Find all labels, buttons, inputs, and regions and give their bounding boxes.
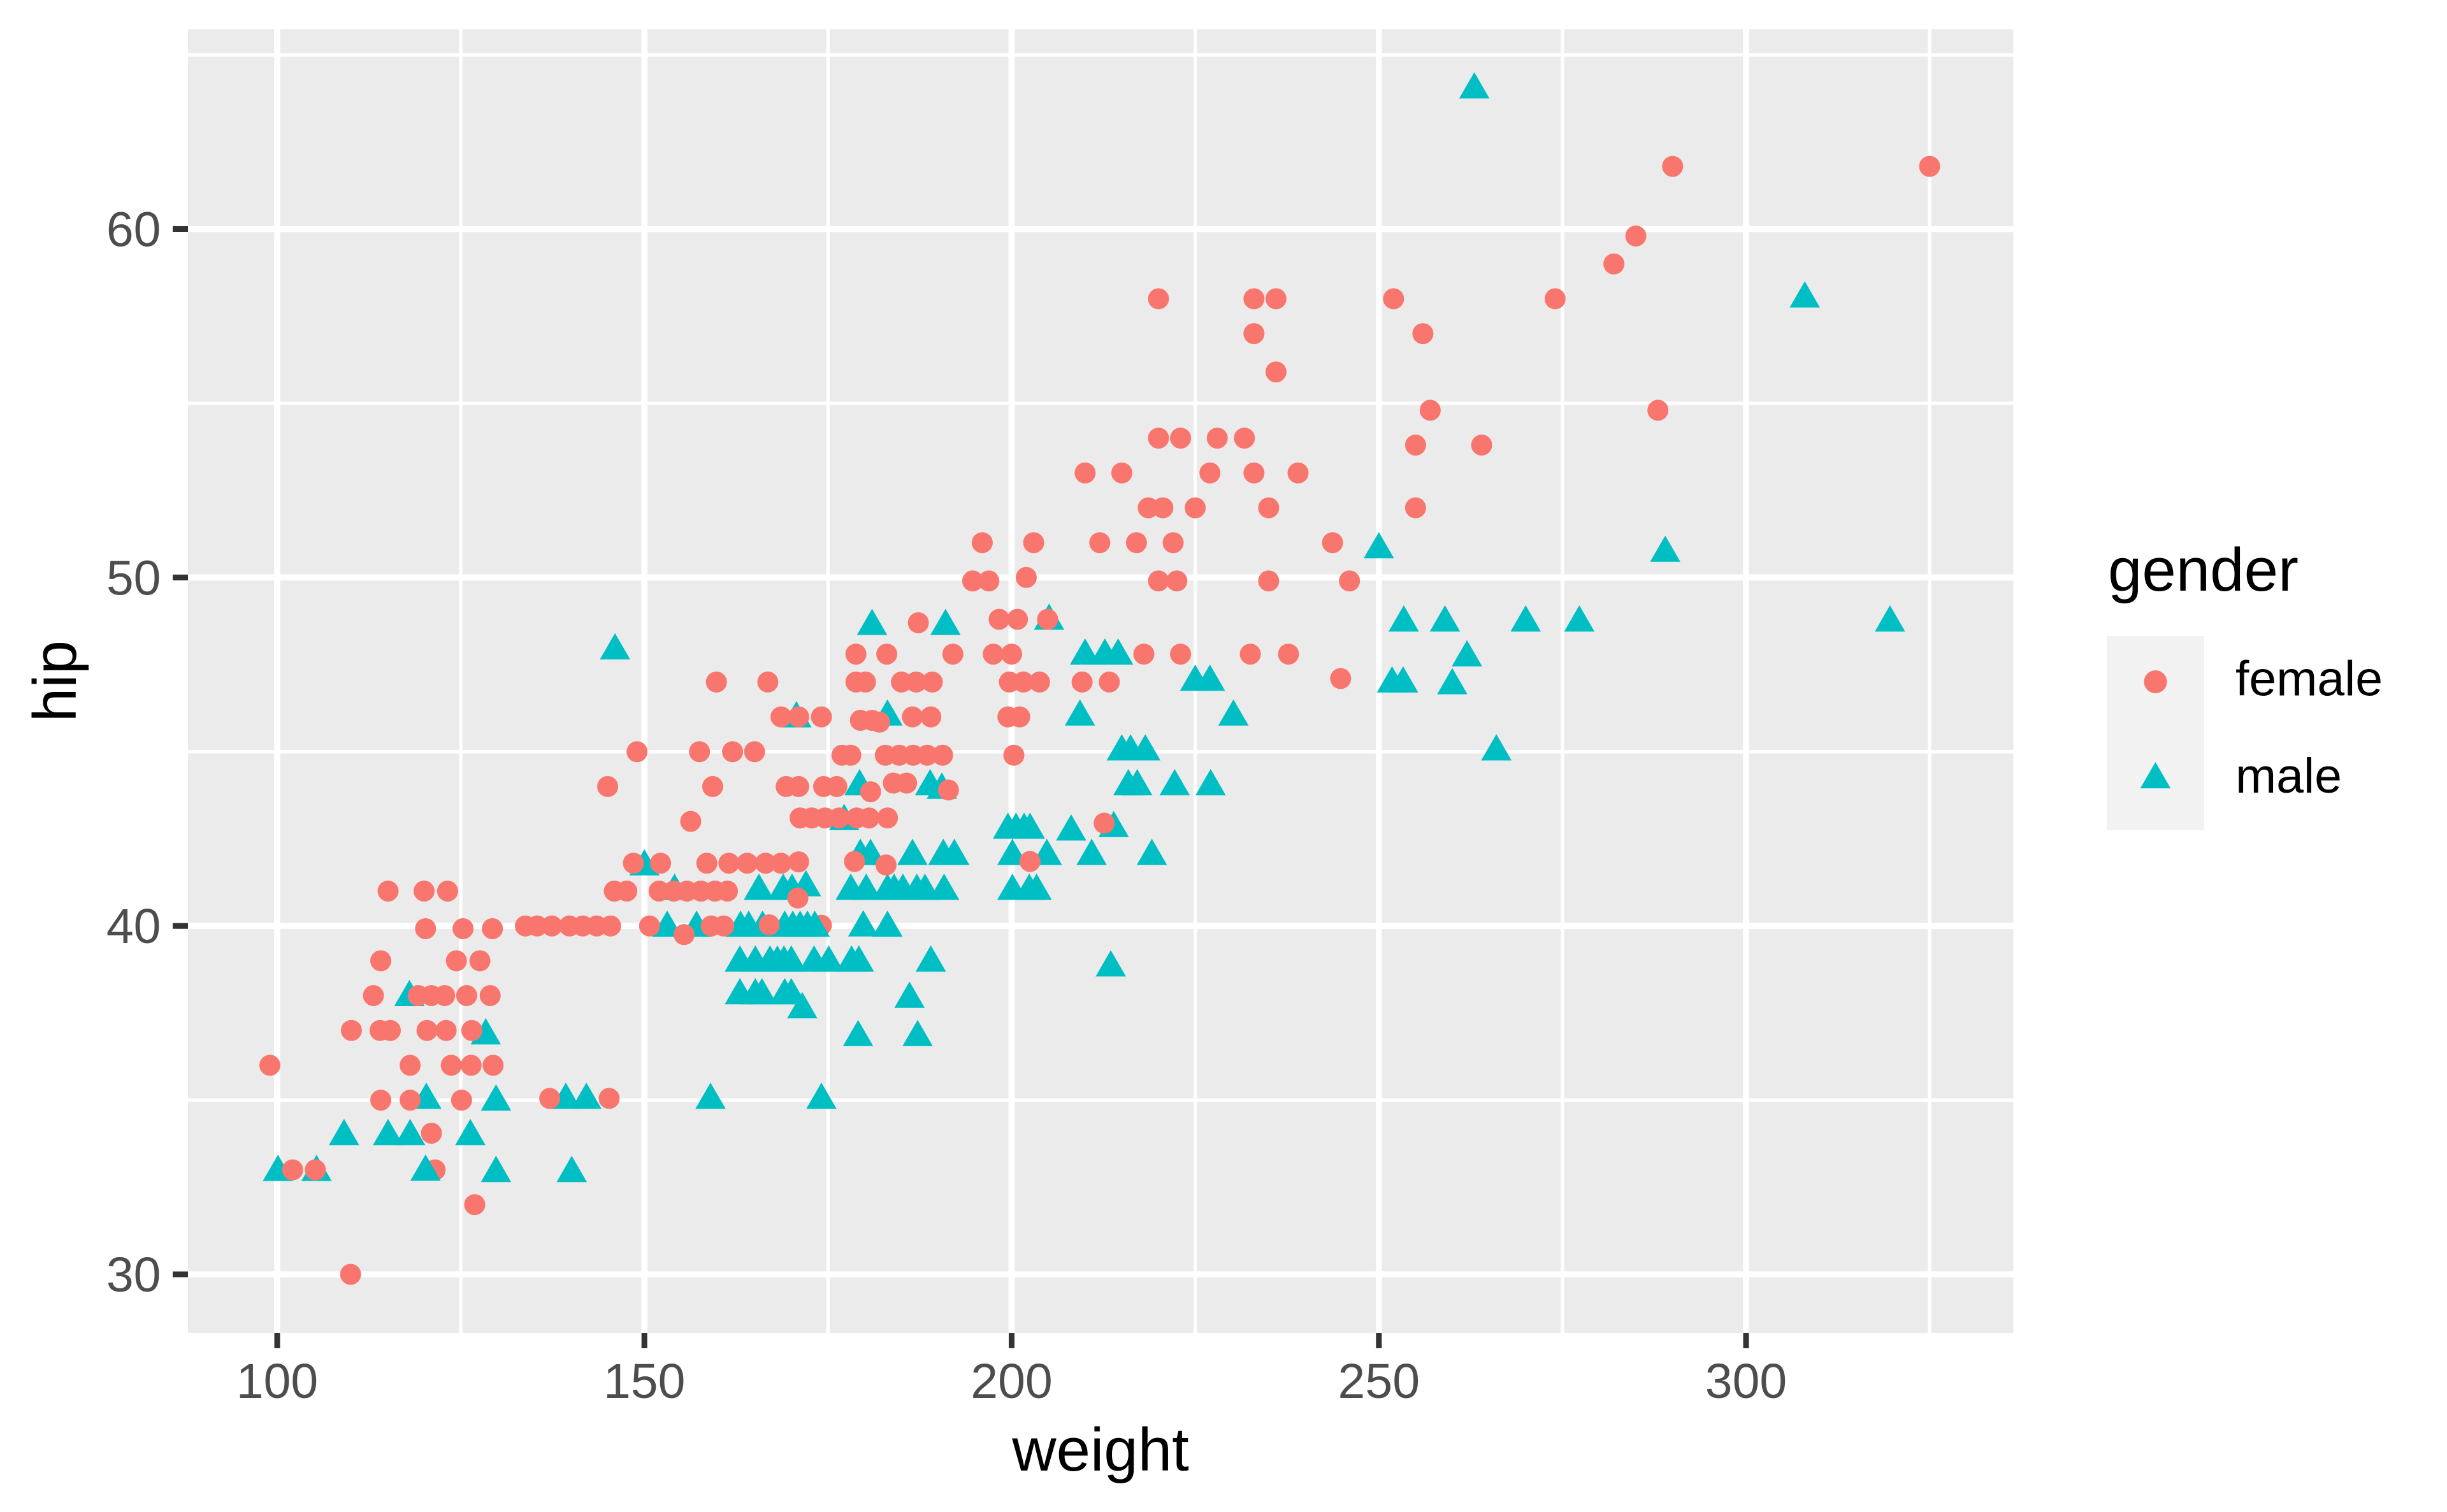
- svg-text:30: 30: [106, 1248, 161, 1302]
- svg-text:gender: gender: [2108, 536, 2299, 604]
- svg-text:60: 60: [106, 203, 161, 257]
- svg-text:male: male: [2235, 749, 2342, 803]
- svg-text:female: female: [2235, 652, 2383, 707]
- svg-text:50: 50: [106, 551, 161, 605]
- svg-text:250: 250: [1338, 1354, 1420, 1409]
- svg-text:hip: hip: [21, 640, 89, 722]
- svg-text:150: 150: [603, 1354, 685, 1409]
- svg-text:300: 300: [1705, 1354, 1787, 1409]
- svg-text:weight: weight: [1011, 1416, 1189, 1484]
- svg-text:200: 200: [971, 1354, 1052, 1409]
- svg-text:100: 100: [236, 1354, 318, 1409]
- svg-text:40: 40: [106, 899, 161, 954]
